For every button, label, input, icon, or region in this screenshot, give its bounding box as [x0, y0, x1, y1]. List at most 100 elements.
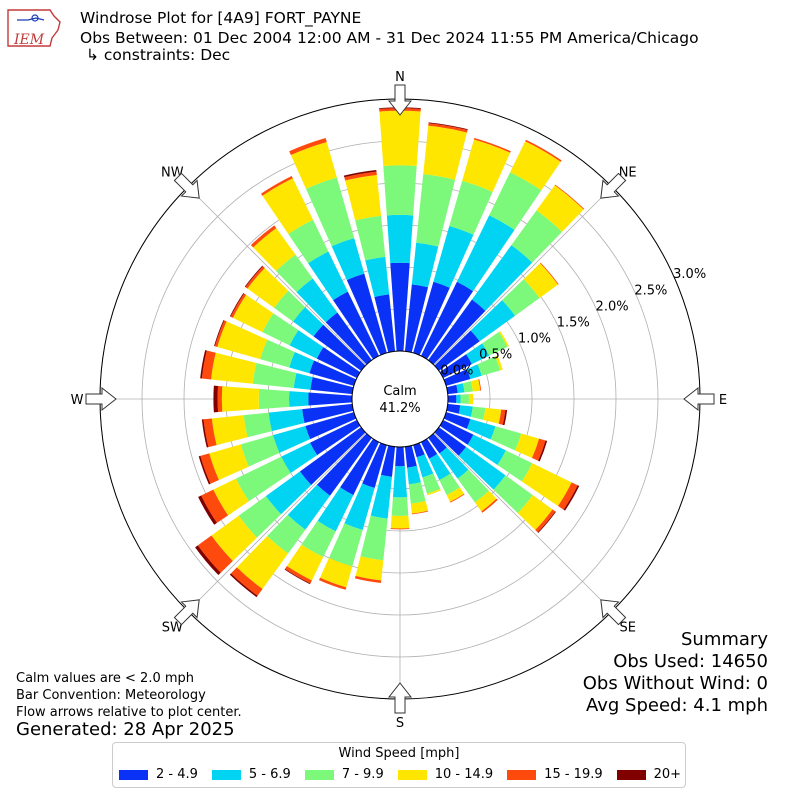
generated-date: Generated: 28 Apr 2025: [16, 719, 235, 740]
wind-bar-segment: [201, 489, 229, 523]
wind-bar-segment: [497, 450, 533, 482]
avg-speed: Avg Speed: 4.1 mph: [586, 695, 768, 716]
wind-bar-segment: [213, 478, 249, 516]
wind-bar-segment: [213, 385, 219, 413]
wind-bar-segment: [510, 141, 561, 191]
wind-bar-segment: [471, 245, 533, 311]
compass-label: SW: [162, 621, 183, 636]
flow-arrow-shape: [387, 682, 413, 714]
wind-bar-segment: [340, 438, 380, 496]
legend-item: 7 - 9.9: [304, 767, 384, 782]
wind-bar-segment: [462, 381, 473, 393]
wind-bar-segment: [554, 184, 585, 210]
wind-bar-segment: [439, 354, 472, 379]
flow-arrow-shape: [173, 599, 200, 626]
wind-bar-segment: [456, 383, 465, 394]
flow-arrows-note: Flow arrows relative to plot center.: [16, 705, 242, 720]
wind-bar-segment: [230, 293, 247, 318]
legend-swatch: [397, 769, 427, 780]
wind-bar-segment: [434, 330, 480, 371]
wind-bar-segment: [498, 409, 506, 425]
wind-bar-segment: [262, 313, 299, 346]
flow-arrow-shape: [387, 84, 413, 116]
wind-bar-segment: [460, 394, 470, 404]
wind-bar-segment: [416, 454, 434, 478]
wind-bar-segment: [439, 419, 474, 445]
wind-bar-segment: [198, 495, 217, 525]
logo-text: IEM: [13, 32, 45, 48]
wind-bar-segment: [443, 412, 471, 429]
wind-bar-segment: [344, 171, 377, 181]
wind-bar-segment: [535, 509, 556, 533]
wind-bar-segment: [232, 294, 274, 333]
wind-bar-segment: [253, 228, 296, 272]
legend-label: 7 - 9.9: [341, 767, 384, 782]
wind-bar-segment: [268, 409, 305, 432]
radial-tick-label: 2.5%: [634, 283, 667, 298]
flow-arrow-shape: [600, 172, 627, 199]
wind-bar-segment: [301, 520, 336, 558]
obs-without-wind: Obs Without Wind: 0: [582, 673, 768, 694]
legend-item: 10 - 14.9: [397, 767, 493, 782]
wind-bar-segment: [313, 324, 366, 371]
iem-logo: IEM: [7, 9, 61, 48]
legend-item: 20+: [616, 767, 681, 782]
wind-bar-segment: [456, 215, 515, 292]
wind-bar-segment: [296, 278, 338, 323]
wind-bar-segment: [355, 215, 386, 261]
compass-label: E: [719, 393, 727, 408]
wind-bar-segment: [250, 225, 277, 248]
wind-bar-segment: [379, 110, 421, 166]
wind-bar-segment: [309, 360, 357, 386]
wind-bar-segment: [466, 364, 482, 379]
wind-bar-segment: [286, 544, 324, 581]
wind-bar-segment: [287, 484, 330, 530]
wind-bar-segment: [407, 465, 421, 485]
wind-bar-segment: [345, 174, 382, 221]
wind-bar-segment: [331, 238, 365, 281]
wind-bar-segment: [429, 454, 451, 480]
wind-bar-segment: [293, 307, 324, 337]
wind-bar-segment: [498, 331, 509, 347]
angular-grid-line: [433, 186, 613, 366]
wind-bar-segment: [439, 473, 460, 496]
wind-bar-segment: [470, 379, 481, 392]
wind-bar-segment: [490, 426, 522, 451]
legend-item: 2 - 4.9: [119, 767, 198, 782]
wind-bar-segment: [489, 172, 542, 230]
wind-bar-segment: [230, 567, 263, 596]
wind-bar-segment: [426, 488, 441, 496]
wind-bar-segment: [470, 300, 516, 342]
wind-bar-segment: [428, 123, 468, 133]
wind-bar-segment: [240, 435, 280, 467]
obs-between: Obs Between: 01 Dec 2004 12:00 AM - 31 D…: [80, 29, 699, 47]
flow-arrow-shape: [173, 172, 200, 199]
radial-tick-label: 1.5%: [557, 315, 590, 330]
legend-label: 5 - 6.9: [248, 767, 291, 782]
wind-bar-segment: [319, 577, 347, 590]
radial-tick-label: 0.0%: [440, 364, 473, 379]
wind-bar-segment: [482, 332, 508, 356]
calm-circle: [351, 350, 449, 448]
wind-bar-segment: [537, 511, 556, 533]
wind-bar-segment: [557, 482, 578, 510]
wind-bar-segment: [390, 515, 410, 529]
wind-bar-segment: [343, 169, 377, 178]
wind-bar-segment: [243, 412, 272, 438]
wind-bar-segment: [201, 350, 216, 380]
wind-bar-segment: [420, 281, 474, 360]
flow-arrow-shape: [600, 599, 627, 626]
wind-bar-segment: [392, 466, 408, 498]
legend-item: 5 - 6.9: [211, 767, 291, 782]
wind-bar-segment: [261, 175, 293, 196]
wind-bar-segment: [449, 493, 465, 503]
wind-bar-segment: [217, 385, 223, 413]
wind-bar-segment: [355, 556, 384, 581]
wind-bar-segment: [308, 392, 353, 406]
legend-swatch: [119, 769, 148, 780]
wind-bar-segment: [247, 267, 289, 308]
flow-arrow-icon: [683, 386, 715, 412]
wind-bar-segment: [540, 262, 559, 285]
wind-bar-segment: [538, 440, 548, 462]
